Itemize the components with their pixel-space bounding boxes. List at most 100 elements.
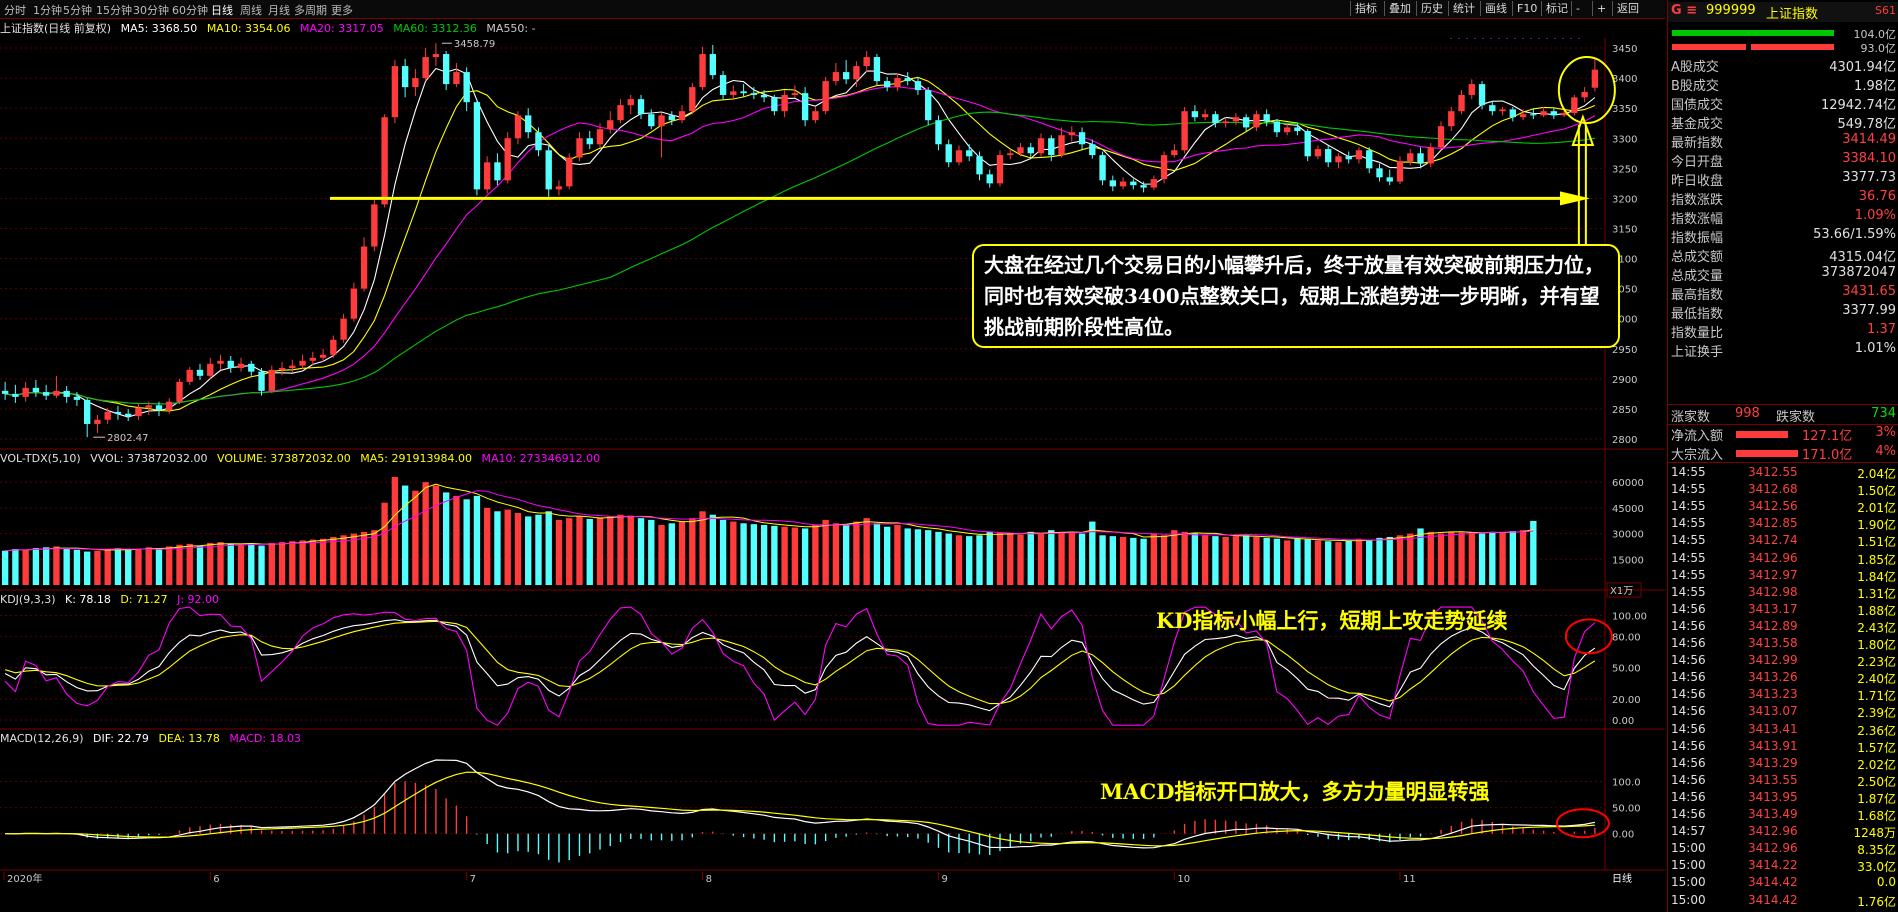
candle-body (586, 138, 593, 145)
volume-bar (894, 525, 901, 585)
tick-volume: 2.04亿 (1857, 467, 1896, 481)
volume-bar (1222, 537, 1229, 585)
quote-row-label: 国债成交 (1671, 98, 1724, 113)
candle-body (104, 411, 111, 420)
volume-bar (1099, 535, 1106, 585)
quote-row-value: 3377.99 (1842, 303, 1896, 318)
volume-bar (1181, 531, 1188, 585)
quote-row: 今日开盘 3384.10 (1668, 151, 1898, 170)
candle-body (473, 102, 481, 190)
timeframe-tab-4[interactable]: 30分钟 (133, 4, 169, 17)
timeframe-tab-3[interactable]: 15分钟 (96, 4, 132, 17)
toolbar-button-7[interactable]: - (1571, 1, 1584, 16)
candle-body (1150, 179, 1158, 188)
toolbar-button-0[interactable]: 指标 (1350, 1, 1381, 16)
volume-bar (422, 482, 429, 585)
tick-row: 15:00 3414.22 33.0亿 (1668, 858, 1898, 875)
timeframe-tab-0[interactable]: 分时 (4, 4, 26, 17)
candle-body (976, 156, 983, 175)
kline-chart[interactable]: 3450 3400 3350 3300 3250 3200 3150 3100 3050 3000… (0, 38, 1665, 912)
candle-body (555, 186, 563, 190)
volume-bar (781, 526, 788, 585)
tick-row: 14:56 3413.95 1.87亿 (1668, 790, 1898, 807)
tick-price: 3413.95 (1748, 789, 1798, 804)
timeframe-tab-8[interactable]: 月线 (268, 4, 290, 17)
candle-body (678, 111, 686, 121)
toolbar-button-8[interactable]: + (1592, 1, 1610, 16)
toolbar-button-4[interactable]: 画线 (1480, 1, 1511, 16)
price-axis-label: 2900 (1612, 375, 1637, 386)
price-axis-label: 3150 (1612, 224, 1637, 235)
toolbar-button-2[interactable]: 历史 (1416, 1, 1447, 16)
candle-body (668, 115, 675, 121)
volume-bar (155, 548, 163, 585)
timeframe-tab-2[interactable]: 5分钟 (63, 4, 92, 17)
toolbar-button-9[interactable]: 返回 (1612, 1, 1643, 16)
volume-bar (360, 531, 368, 585)
tick-row: 14:55 3412.85 1.90亿 (1668, 516, 1898, 533)
volume-bar (884, 526, 891, 585)
timeframe-tab-7[interactable]: 周线 (240, 4, 262, 17)
volume-bar (278, 542, 286, 585)
price-axis-label: 2800 (1612, 435, 1637, 446)
vol-name: VOL-TDX(5,10) (0, 452, 81, 465)
tick-price: 3412.98 (1748, 584, 1798, 599)
highlight-circle (1557, 56, 1616, 124)
candle-body (1284, 127, 1291, 133)
timeframe-tab-6[interactable]: 日线 (211, 4, 233, 17)
breadth-row: 涨家数 998 跌家数 734 (1668, 404, 1898, 425)
candle-body (1109, 180, 1116, 187)
volume-bar (1294, 538, 1301, 585)
timeframe-tab-9[interactable]: 多周期 (294, 4, 327, 17)
vol-axis-label: 15000 (1612, 555, 1644, 566)
candle-body (268, 369, 275, 391)
ratio-bar-top (1672, 30, 1834, 36)
volume-bar (699, 511, 706, 585)
toolbar-button-5[interactable]: F10 (1512, 1, 1541, 16)
tick-volume: 33.0亿 (1857, 860, 1896, 875)
volume-bar (1499, 532, 1506, 585)
tick-time: 15:00 (1671, 875, 1706, 890)
toolbar-button-6[interactable]: 标记 (1541, 1, 1572, 16)
volume-bar (853, 521, 860, 585)
candle-body (699, 54, 706, 88)
price-axis-label: 3400 (1612, 74, 1637, 85)
volume-bar (514, 513, 522, 585)
volume-bar (330, 537, 337, 585)
volume-bar (22, 549, 29, 585)
tick-price: 3413.07 (1748, 704, 1798, 719)
candle-body (186, 369, 193, 382)
candle-body (1160, 155, 1168, 180)
candle-body (781, 94, 788, 112)
quote-row-label: 最新指数 (1671, 136, 1724, 151)
candle-body (114, 411, 122, 414)
volume-bar (1458, 532, 1465, 585)
ratio-bar-bottom-right (1751, 44, 1834, 50)
volume-bar (227, 543, 234, 585)
tick-row: 14:56 3413.29 2.02亿 (1668, 756, 1898, 773)
candle-body (1171, 150, 1178, 156)
macd-axis-label: 50.00 (1612, 804, 1641, 815)
vvol-value: VVOL: 373872032.00 (90, 452, 208, 465)
quote-row-value: 36.76 (1858, 189, 1896, 204)
tick-price: 3413.91 (1748, 738, 1798, 753)
macd-dea: DEA: 13.78 (158, 732, 220, 745)
candle-body (822, 81, 829, 112)
volume-bar (1417, 528, 1424, 585)
timeframe-tab-10[interactable]: 更多 (331, 4, 353, 17)
index-extra: S61 (1875, 4, 1896, 17)
quote-row-label: 指数量比 (1671, 326, 1724, 341)
candle-body (484, 162, 491, 190)
timeframe-tab-1[interactable]: 1分钟 (33, 4, 62, 17)
toolbar-button-1[interactable]: 叠加 (1384, 1, 1415, 16)
toolbar-button-3[interactable]: 统计 (1448, 1, 1479, 16)
candle-body (760, 94, 768, 98)
up-count: 998 (1735, 406, 1760, 421)
candle-body (442, 54, 450, 85)
candle-body (1407, 153, 1414, 162)
quote-row: 指数量比 1.37 (1668, 322, 1898, 341)
timeframe-tab-5[interactable]: 60分钟 (172, 4, 208, 17)
candle-body (207, 363, 214, 376)
volume-bar (12, 549, 19, 585)
volume-bar (1386, 537, 1393, 585)
